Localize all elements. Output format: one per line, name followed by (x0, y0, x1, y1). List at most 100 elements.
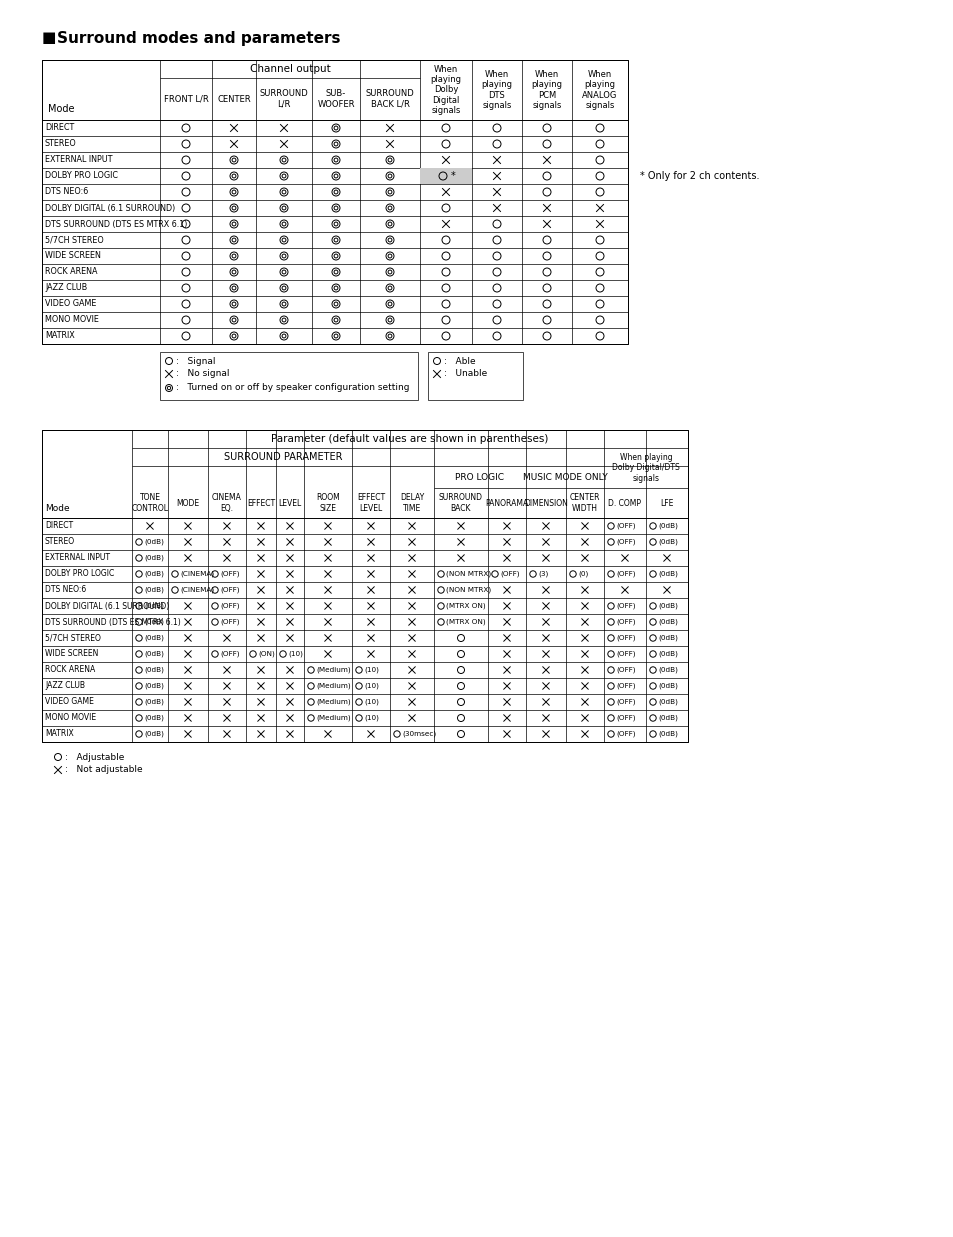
Text: JAZZ CLUB: JAZZ CLUB (45, 283, 87, 292)
Text: When
playing
DTS
signals: When playing DTS signals (481, 71, 512, 110)
Text: (Medium): (Medium) (315, 667, 351, 673)
Text: (3): (3) (537, 570, 548, 578)
Text: (10): (10) (364, 715, 378, 721)
Text: Mode: Mode (48, 104, 74, 114)
Text: :   Signal: : Signal (175, 356, 215, 365)
Text: EXTERNAL INPUT: EXTERNAL INPUT (45, 553, 110, 563)
Text: (0dB): (0dB) (658, 683, 678, 689)
Text: (NON MTRX): (NON MTRX) (446, 586, 491, 594)
Text: *: * (451, 171, 456, 181)
Text: (Medium): (Medium) (315, 683, 351, 689)
Text: PANORAMA: PANORAMA (485, 499, 528, 507)
Text: 5/7CH STEREO: 5/7CH STEREO (45, 633, 101, 642)
Text: (OFF): (OFF) (220, 602, 239, 610)
Text: (OFF): (OFF) (220, 651, 239, 657)
Text: EFFECT
LEVEL: EFFECT LEVEL (356, 494, 385, 512)
Text: (OFF): (OFF) (616, 715, 635, 721)
Text: (0dB): (0dB) (144, 683, 164, 689)
Text: STEREO: STEREO (45, 140, 76, 148)
Text: (OFF): (OFF) (220, 586, 239, 594)
Text: (0dB): (0dB) (144, 667, 164, 673)
Text: (0dB): (0dB) (658, 715, 678, 721)
Text: EFFECT: EFFECT (247, 499, 274, 507)
Text: * Only for 2 ch contents.: * Only for 2 ch contents. (639, 171, 759, 181)
Text: WIDE SCREEN: WIDE SCREEN (45, 649, 98, 658)
Text: :   Not adjustable: : Not adjustable (65, 766, 143, 774)
Text: (0dB): (0dB) (144, 699, 164, 705)
Text: VIDEO GAME: VIDEO GAME (45, 299, 96, 308)
Text: WIDE SCREEN: WIDE SCREEN (45, 251, 101, 261)
Text: (OFF): (OFF) (616, 699, 635, 705)
Text: (CINEMA): (CINEMA) (180, 570, 213, 578)
Text: (0dB): (0dB) (658, 539, 678, 546)
Text: (0dB): (0dB) (658, 523, 678, 529)
Text: CENTER
WIDTH: CENTER WIDTH (569, 494, 599, 512)
Text: (MTRX ON): (MTRX ON) (446, 618, 485, 625)
Text: (OFF): (OFF) (616, 523, 635, 529)
Text: (0dB): (0dB) (144, 602, 164, 610)
Text: (OFF): (OFF) (616, 570, 635, 578)
Text: (10): (10) (364, 667, 378, 673)
Text: DOLBY DIGITAL (6.1 SURROUND): DOLBY DIGITAL (6.1 SURROUND) (45, 601, 169, 611)
Bar (428, 353, 522, 400)
Text: CENTER: CENTER (217, 94, 251, 104)
Text: ROCK ARENA: ROCK ARENA (45, 267, 97, 277)
Text: JAZZ CLUB: JAZZ CLUB (45, 682, 85, 690)
Text: MUSIC MODE ONLY: MUSIC MODE ONLY (522, 473, 607, 481)
Text: (0dB): (0dB) (144, 539, 164, 546)
Text: DOLBY DIGITAL (6.1 SURROUND): DOLBY DIGITAL (6.1 SURROUND) (45, 204, 175, 213)
Text: MODE: MODE (176, 499, 199, 507)
Text: (0dB): (0dB) (658, 635, 678, 641)
Text: SURROUND
BACK L/R: SURROUND BACK L/R (365, 89, 414, 109)
Text: ROCK ARENA: ROCK ARENA (45, 666, 95, 674)
Text: 5/7CH STEREO: 5/7CH STEREO (45, 235, 104, 245)
Text: (OFF): (OFF) (616, 539, 635, 546)
Text: (10): (10) (288, 651, 302, 657)
Text: (0dB): (0dB) (144, 618, 164, 625)
Text: PRO LOGIC: PRO LOGIC (455, 473, 504, 481)
Text: CINEMA
EQ.: CINEMA EQ. (212, 494, 242, 512)
Text: DOLBY PRO LOGIC: DOLBY PRO LOGIC (45, 172, 118, 181)
Text: SURROUND PARAMETER: SURROUND PARAMETER (224, 452, 342, 461)
Text: (OFF): (OFF) (220, 570, 239, 578)
Text: (0dB): (0dB) (144, 570, 164, 578)
Text: :   Able: : Able (443, 356, 476, 365)
Text: Surround modes and parameters: Surround modes and parameters (57, 31, 340, 46)
Text: :   Unable: : Unable (443, 370, 487, 379)
Text: (10): (10) (364, 683, 378, 689)
Bar (42, 430, 687, 742)
Text: (OFF): (OFF) (616, 635, 635, 641)
Text: DIRECT: DIRECT (45, 522, 73, 531)
Text: (OFF): (OFF) (616, 683, 635, 689)
Text: When
playing
ANALOG
signals: When playing ANALOG signals (581, 71, 617, 110)
Text: (10): (10) (364, 699, 378, 705)
Text: SURROUND
L/R: SURROUND L/R (259, 89, 308, 109)
Text: Channel output: Channel output (250, 64, 330, 74)
Text: (0dB): (0dB) (658, 570, 678, 578)
Text: EXTERNAL INPUT: EXTERNAL INPUT (45, 156, 112, 165)
Text: VIDEO GAME: VIDEO GAME (45, 698, 93, 706)
Text: (0dB): (0dB) (658, 699, 678, 705)
Text: Parameter (default values are shown in parentheses): Parameter (default values are shown in p… (271, 434, 548, 444)
Text: DTS SURROUND (DTS ES MTRX 6.1): DTS SURROUND (DTS ES MTRX 6.1) (45, 617, 180, 626)
Text: (0dB): (0dB) (144, 731, 164, 737)
Text: ■: ■ (42, 31, 56, 46)
Text: ROOM
SIZE: ROOM SIZE (315, 494, 339, 512)
Text: (NON MTRX): (NON MTRX) (446, 570, 491, 578)
Text: (OFF): (OFF) (616, 731, 635, 737)
Text: (0): (0) (578, 570, 588, 578)
Text: When playing
Dolby Digital/DTS
signals: When playing Dolby Digital/DTS signals (612, 453, 679, 482)
Bar (160, 353, 417, 400)
Text: (ON): (ON) (257, 651, 274, 657)
Text: DIRECT: DIRECT (45, 124, 74, 132)
Text: :   Adjustable: : Adjustable (65, 752, 124, 762)
Text: STEREO: STEREO (45, 538, 75, 547)
Text: (0dB): (0dB) (658, 618, 678, 625)
Text: (0dB): (0dB) (144, 554, 164, 562)
Text: DIMENSION: DIMENSION (523, 499, 567, 507)
Text: LEVEL: LEVEL (278, 499, 301, 507)
Bar (42, 61, 627, 344)
Text: MONO MOVIE: MONO MOVIE (45, 714, 96, 722)
Text: DTS SURROUND (DTS ES MTRX 6.1): DTS SURROUND (DTS ES MTRX 6.1) (45, 219, 187, 229)
Text: (OFF): (OFF) (616, 651, 635, 657)
